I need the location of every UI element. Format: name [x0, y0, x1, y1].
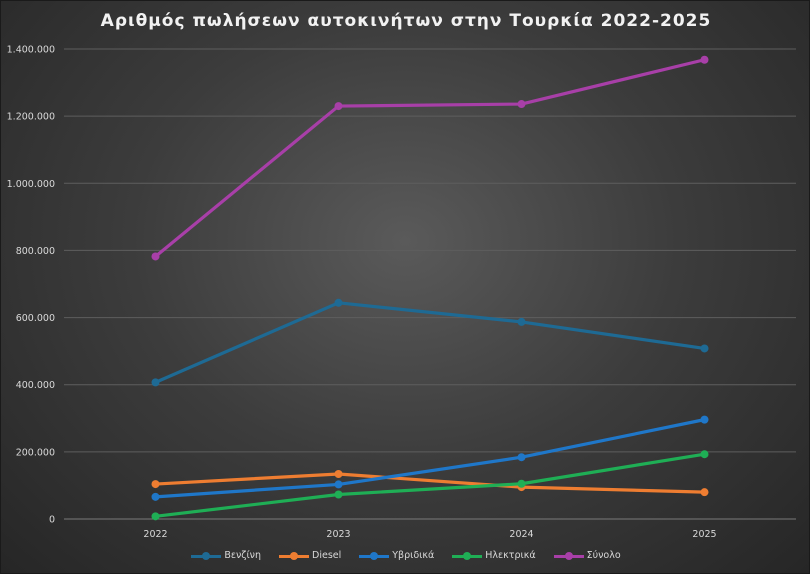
- series-line: [153, 418, 707, 499]
- legend-label: Σύνολο: [586, 550, 621, 561]
- x-tick-label: 2024: [509, 529, 533, 540]
- legend-swatch: [359, 551, 390, 561]
- data-point: [334, 102, 343, 111]
- legend-item: Σύνολο: [553, 550, 621, 561]
- series-line: [153, 452, 707, 518]
- legend-swatch: [191, 551, 222, 561]
- legend-item: Υβριδικά: [359, 550, 434, 561]
- y-tick-label: 800.000: [16, 246, 55, 257]
- legend-swatch: [279, 551, 310, 561]
- data-point: [151, 252, 160, 261]
- y-tick-label: 1.200.000: [7, 112, 55, 123]
- legend-item: Βενζίνη: [191, 550, 261, 561]
- data-point: [517, 479, 526, 488]
- y-tick-label: 600.000: [16, 313, 55, 324]
- data-point: [334, 298, 343, 307]
- data-point: [151, 378, 160, 387]
- data-point: [151, 480, 160, 489]
- data-point: [334, 470, 343, 479]
- x-tick-label: 2023: [326, 529, 350, 540]
- y-tick-label: 200.000: [16, 447, 55, 458]
- data-point: [700, 488, 709, 497]
- y-tick-label: 400.000: [16, 380, 55, 391]
- legend: Βενζίνη Diesel Υβριδικά Ηλεκτρικά Σύνολο: [1, 550, 810, 561]
- legend-item: Diesel: [279, 550, 341, 561]
- legend-swatch: [452, 551, 483, 561]
- series-line: [153, 58, 707, 259]
- legend-swatch: [553, 551, 584, 561]
- data-point: [700, 415, 709, 424]
- y-tick-label: 0: [49, 515, 55, 526]
- y-tick-label: 1.000.000: [7, 179, 55, 190]
- legend-label: Βενζίνη: [224, 550, 262, 561]
- data-point: [517, 317, 526, 326]
- data-point: [517, 100, 526, 109]
- x-tick-label: 2025: [692, 529, 716, 540]
- legend-item: Ηλεκτρικά: [452, 550, 536, 561]
- data-point: [700, 55, 709, 64]
- data-point: [334, 480, 343, 489]
- x-tick-label: 2022: [143, 529, 167, 540]
- data-point: [700, 344, 709, 353]
- legend-label: Υβριδικά: [392, 550, 435, 561]
- data-point: [151, 492, 160, 501]
- data-point: [334, 490, 343, 499]
- legend-label: Ηλεκτρικά: [485, 550, 536, 561]
- series-line: [153, 472, 707, 494]
- data-point: [517, 453, 526, 462]
- data-point: [700, 450, 709, 459]
- y-tick-label: 1.400.000: [7, 45, 55, 56]
- series-line: [153, 301, 707, 384]
- data-point: [151, 512, 160, 521]
- chart-title: Αριθμός πωλήσεων αυτοκινήτων στην Τουρκί…: [100, 11, 712, 31]
- legend-label: Diesel: [312, 550, 342, 561]
